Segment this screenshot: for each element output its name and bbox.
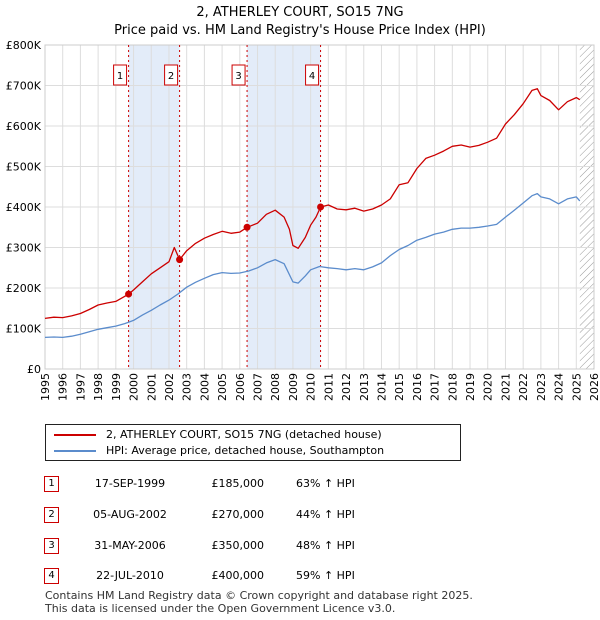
property-price-line [44, 88, 581, 320]
footer-line-copyright: Contains HM Land Registry data © Crown c… [45, 589, 473, 602]
transaction-label-box [164, 64, 179, 86]
x-tick-label: 2016 [411, 373, 424, 401]
transaction-date: 05-AUG-2002 [93, 508, 167, 521]
transaction-number: 1 [44, 476, 59, 492]
x-tick-label: 2014 [375, 373, 388, 401]
transaction-number: 3 [44, 538, 59, 554]
transaction-date: 31-MAY-2006 [94, 539, 166, 552]
legend-swatch-property [54, 434, 96, 436]
transaction-label: 4 [309, 71, 315, 82]
transaction-price: £185,000 [211, 477, 265, 490]
table-row: 3 31-MAY-2006 £350,000 48% ↑ HPI [0, 536, 600, 558]
transaction-point [317, 203, 325, 211]
legend-label-hpi: HPI: Average price, detached house, Sout… [106, 444, 385, 457]
table-row: 1 17-SEP-1999 £185,000 63% ↑ HPI [0, 474, 600, 496]
y-tick-label: £200K [6, 282, 42, 295]
x-tick-label: 2013 [358, 373, 371, 401]
transaction-hpi-change: 44% ↑ HPI [296, 508, 355, 521]
transaction-point [243, 223, 251, 231]
table-row: 2 05-AUG-2002 £270,000 44% ↑ HPI [0, 505, 600, 527]
y-tick-label: £0 [27, 363, 41, 376]
x-tick-label: 2020 [482, 373, 495, 401]
x-tick-label: 2019 [464, 373, 477, 401]
transaction-point [125, 290, 133, 298]
y-tick-label: £300K [6, 242, 42, 255]
x-tick-label: 2024 [553, 373, 566, 401]
legend-label-property: 2, ATHERLEY COURT, SO15 7NG (detached ho… [106, 428, 382, 441]
transaction-date: 22-JUL-2010 [96, 569, 164, 582]
x-tick-label: 2007 [252, 373, 265, 401]
transaction-number: 4 [44, 568, 59, 584]
x-tick-label: 2011 [322, 373, 335, 401]
chart-legend: 2, ATHERLEY COURT, SO15 7NG (detached ho… [45, 424, 461, 461]
x-tick-label: 2000 [128, 373, 141, 401]
x-tick-label: 2018 [446, 373, 459, 401]
chart-subtitle: Price paid vs. HM Land Registry's House … [114, 23, 486, 38]
x-tick-label: 2008 [269, 373, 282, 401]
x-tick-label: 2001 [145, 373, 158, 401]
transaction-label: 1 [117, 71, 123, 82]
legend-item-property: 2, ATHERLEY COURT, SO15 7NG (detached ho… [54, 427, 382, 443]
x-tick-label: 1997 [74, 373, 87, 401]
footer-line-licence: This data is licensed under the Open Gov… [45, 602, 396, 615]
y-tick-label: £100K [6, 323, 42, 336]
footer-attribution: Contains HM Land Registry data © Crown c… [45, 589, 473, 615]
x-tick-label: 2002 [163, 373, 176, 401]
x-tick-label: 1995 [39, 373, 52, 401]
transaction-label-box [231, 64, 246, 86]
x-tick-label: 2010 [305, 373, 318, 401]
y-tick-label: £700K [6, 80, 42, 93]
transaction-label: 3 [235, 71, 241, 82]
x-tick-label: 2022 [517, 373, 530, 401]
x-tick-label: 2025 [570, 373, 583, 401]
x-tick-label: 1998 [92, 373, 105, 401]
transaction-price: £400,000 [211, 569, 265, 582]
plot-border [44, 44, 595, 370]
transaction-label-box [113, 64, 128, 86]
x-tick-label: 1996 [57, 373, 70, 401]
x-tick-label: 2026 [588, 373, 600, 401]
hpi-line [44, 192, 581, 339]
x-tick-label: 2005 [216, 373, 229, 401]
legend-item-hpi: HPI: Average price, detached house, Sout… [54, 443, 384, 459]
x-tick-label: 2021 [499, 373, 512, 401]
transaction-price: £350,000 [211, 539, 265, 552]
transaction-hpi-change: 48% ↑ HPI [296, 539, 355, 552]
price-chart: 1 2 3 4 £0 £100K £200K £300K £400K £500K £600K £70… [6, 39, 600, 401]
x-tick-label: 2012 [340, 373, 353, 401]
y-tick-label: £400K [6, 201, 42, 214]
transaction-point [176, 256, 184, 264]
transaction-label-box [305, 64, 320, 86]
x-tick-label: 2017 [429, 373, 442, 401]
chart-title: 2, ATHERLEY COURT, SO15 7NG [196, 5, 404, 20]
x-tick-label: 2009 [287, 373, 300, 401]
x-tick-label: 2003 [181, 373, 194, 401]
transaction-price: £270,000 [211, 508, 265, 521]
x-tick-label: 2023 [535, 373, 548, 401]
y-tick-label: £600K [6, 120, 42, 133]
y-tick-label: £500K [6, 161, 42, 174]
x-tick-label: 2006 [234, 373, 247, 401]
table-row: 4 22-JUL-2010 £400,000 59% ↑ HPI [0, 566, 600, 588]
legend-swatch-hpi [54, 450, 96, 452]
transaction-number: 2 [44, 507, 59, 523]
transaction-date: 17-SEP-1999 [94, 477, 166, 490]
y-tick-label: £800K [6, 39, 42, 52]
transaction-hpi-change: 63% ↑ HPI [296, 477, 355, 490]
transaction-hpi-change: 59% ↑ HPI [296, 569, 355, 582]
x-tick-label: 1999 [110, 373, 123, 401]
x-tick-label: 2015 [393, 373, 406, 401]
x-tick-label: 2004 [198, 373, 211, 401]
transaction-label: 2 [168, 71, 174, 82]
